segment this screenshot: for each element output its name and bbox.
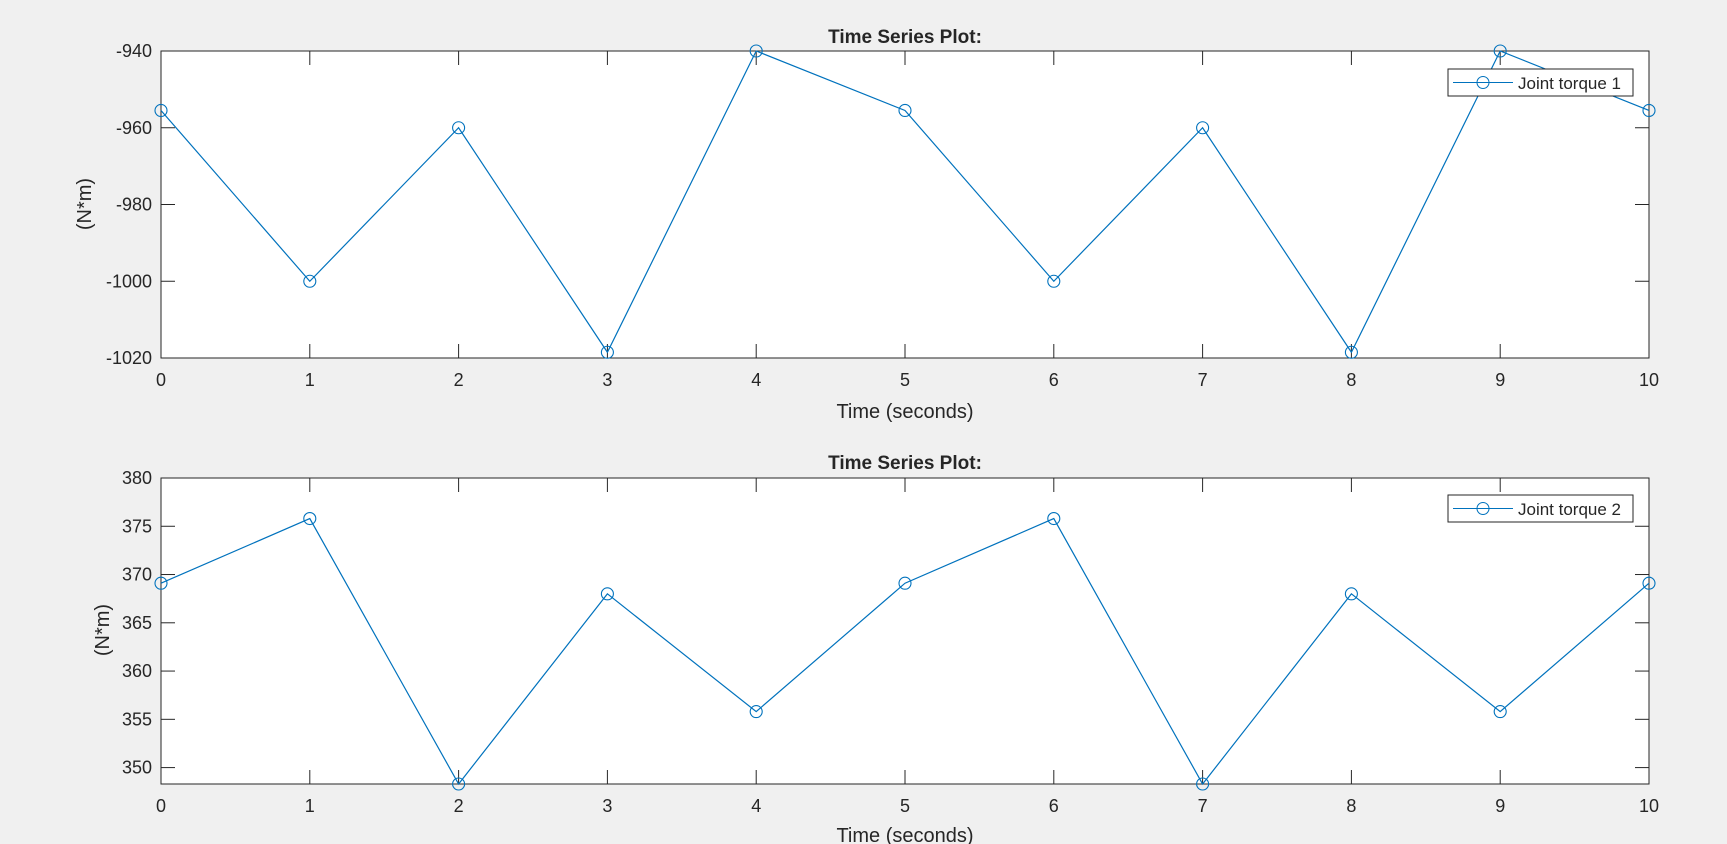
series-group-1 bbox=[154, 44, 1656, 359]
y-tick-label: 350 bbox=[122, 758, 152, 778]
y-tick-label: 355 bbox=[122, 709, 152, 729]
data-point bbox=[303, 274, 317, 288]
data-point bbox=[600, 587, 614, 601]
x-tick-label: 0 bbox=[156, 796, 166, 816]
x-tick-label: 7 bbox=[1198, 796, 1208, 816]
x-tick-label: 4 bbox=[751, 796, 761, 816]
subplot-1: Time Series Plot: Time (seconds) (N*m) 0… bbox=[74, 27, 1659, 423]
x-tick-label: 1 bbox=[305, 370, 315, 390]
data-point bbox=[600, 345, 614, 359]
data-point bbox=[1344, 345, 1358, 359]
y-tick-label: 360 bbox=[122, 661, 152, 681]
x-tick-label: 6 bbox=[1049, 370, 1059, 390]
data-point bbox=[154, 576, 168, 590]
x-tick-label: 7 bbox=[1198, 370, 1208, 390]
data-point bbox=[1196, 777, 1210, 791]
tick-group-2: 0 1 2 3 4 5 6 7 8 9 10 350 355 360 365 370 375 380 bbox=[122, 468, 1659, 816]
data-point bbox=[452, 777, 466, 791]
x-tick-label: 4 bbox=[751, 370, 761, 390]
x-tick-label: 0 bbox=[156, 370, 166, 390]
data-point bbox=[749, 44, 763, 58]
y-tick-label: 375 bbox=[122, 516, 152, 536]
x-tick-label: 2 bbox=[454, 796, 464, 816]
x-tick-label: 10 bbox=[1639, 370, 1659, 390]
legend-2: Joint torque 2 bbox=[1447, 494, 1634, 523]
legend-marker-1 bbox=[1476, 76, 1490, 89]
data-point bbox=[1642, 103, 1656, 118]
series-line bbox=[160, 517, 1650, 786]
x-axis-label-1: Time (seconds) bbox=[836, 401, 973, 423]
y-tick-label: 380 bbox=[122, 468, 152, 488]
data-point bbox=[303, 511, 317, 526]
x-tick-label: 5 bbox=[900, 370, 910, 390]
x-tick-label: 8 bbox=[1346, 796, 1356, 816]
y-tick-label: -940 bbox=[116, 41, 152, 61]
x-tick-label: 10 bbox=[1639, 796, 1659, 816]
x-tick-label: 3 bbox=[602, 370, 612, 390]
x-axis-label-2: Time (seconds) bbox=[836, 825, 973, 844]
legend-marker-2 bbox=[1476, 502, 1490, 515]
y-tick-label: -1000 bbox=[106, 271, 152, 291]
legend-label-2: Joint torque 2 bbox=[1518, 500, 1621, 519]
y-tick-label: 370 bbox=[122, 565, 152, 585]
y-axis-label-1: (N*m) bbox=[74, 178, 96, 230]
series-line bbox=[160, 50, 1650, 354]
data-point bbox=[1196, 121, 1210, 135]
x-tick-label: 5 bbox=[900, 796, 910, 816]
y-tick-label: -960 bbox=[116, 118, 152, 138]
data-point bbox=[898, 576, 912, 590]
data-point bbox=[1047, 511, 1061, 526]
legend-label-1: Joint torque 1 bbox=[1518, 74, 1621, 93]
x-tick-label: 9 bbox=[1495, 370, 1505, 390]
x-tick-label: 6 bbox=[1049, 796, 1059, 816]
y-tick-label: -980 bbox=[116, 195, 152, 215]
data-point bbox=[1642, 576, 1656, 590]
legend-1: Joint torque 1 bbox=[1447, 68, 1634, 97]
x-tick-label: 3 bbox=[602, 796, 612, 816]
x-tick-label: 9 bbox=[1495, 796, 1505, 816]
y-tick-label: 365 bbox=[122, 613, 152, 633]
chart-title-1: Time Series Plot: bbox=[828, 27, 982, 48]
plot-area-2 bbox=[160, 477, 1650, 785]
data-point bbox=[1047, 274, 1061, 288]
data-point bbox=[452, 121, 466, 135]
series-group-2 bbox=[154, 511, 1656, 791]
data-point bbox=[1493, 44, 1507, 58]
x-tick-label: 2 bbox=[454, 370, 464, 390]
data-point bbox=[749, 705, 763, 719]
plot-area-1 bbox=[160, 50, 1650, 359]
subplot-2: Time Series Plot: Time (seconds) (N*m) 0… bbox=[92, 453, 1659, 844]
data-point bbox=[154, 103, 168, 118]
data-point bbox=[1344, 587, 1358, 601]
chart-title-2: Time Series Plot: bbox=[828, 453, 982, 474]
y-axis-label-2: (N*m) bbox=[92, 604, 114, 656]
tick-group-1: 0 1 2 3 4 5 6 7 8 9 10 -940 -960 -980 -1000 -1020 bbox=[106, 41, 1659, 390]
y-tick-label: -1020 bbox=[106, 348, 152, 368]
x-tick-label: 1 bbox=[305, 796, 315, 816]
data-point bbox=[898, 103, 912, 118]
data-point bbox=[1493, 705, 1507, 719]
x-tick-label: 8 bbox=[1346, 370, 1356, 390]
